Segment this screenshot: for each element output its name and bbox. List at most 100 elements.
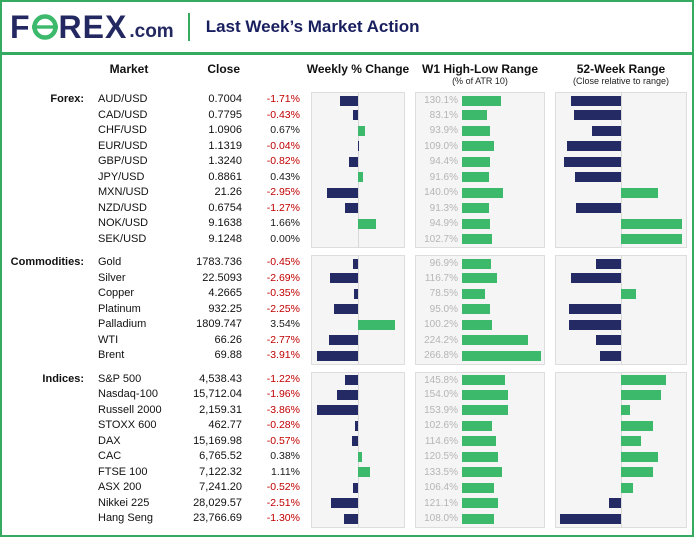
w1-range-track	[462, 319, 541, 330]
weekly-change-chart-cell	[306, 154, 410, 170]
weekly-change-bar	[358, 125, 366, 136]
range52-chart-cell	[550, 286, 692, 302]
w1-range-panel: 91.3%	[415, 200, 545, 216]
range52-panel	[555, 138, 687, 154]
zero-axis-line	[358, 301, 359, 317]
weekly-change-panel	[311, 387, 405, 403]
weekly-change-panel	[311, 231, 405, 248]
weekly-change-value: -1.22%	[266, 372, 300, 385]
range52-panel	[555, 169, 687, 185]
w1-range-panel: 145.8%	[415, 371, 545, 388]
weekly-change-bar	[331, 498, 358, 509]
group-label	[2, 465, 90, 481]
group-label	[2, 348, 90, 365]
w1-range-bar	[462, 203, 490, 214]
w1-range-bar	[462, 218, 491, 229]
w1-range-bar	[462, 467, 502, 478]
w1-range-panel: 153.9%	[415, 402, 545, 418]
w1-range-track	[462, 350, 541, 361]
w1-range-bar	[462, 350, 541, 361]
w1-range-track	[462, 125, 541, 136]
w1-range-value: 100.2%	[424, 319, 458, 330]
zero-axis-line	[358, 402, 359, 418]
range52-chart-cell	[550, 216, 692, 232]
w1-range-chart-cell: 224.2%	[410, 332, 550, 348]
table-row: Copper 4.2665 -0.35% 78.5%	[2, 286, 692, 302]
w1-range-chart-cell: 114.6%	[410, 433, 550, 449]
range52-bar	[567, 141, 621, 152]
col-header-52-week-range-subtitle: (Close relative to range)	[572, 76, 670, 86]
group-label	[2, 496, 90, 512]
market-name: NOK/USD	[98, 217, 149, 229]
close-value: 9.1248	[208, 232, 242, 245]
w1-range-bar	[462, 273, 497, 284]
range52-panel	[555, 449, 687, 465]
w1-range-value: 224.2%	[424, 334, 458, 346]
forex-com-logo: F REX .com	[10, 11, 174, 43]
close-value: 15,169.98	[193, 434, 242, 447]
close-value: 7,122.32	[199, 465, 242, 478]
zero-axis-line	[358, 495, 359, 511]
w1-range-value: 102.7%	[424, 233, 458, 245]
weekly-change-panel	[311, 154, 405, 170]
zero-axis-line	[358, 387, 359, 403]
range52-midpoint-axis	[621, 107, 622, 123]
weekly-change-value: 3.54%	[270, 318, 300, 330]
close-value: 23,766.69	[193, 512, 242, 524]
w1-range-chart-cell: 102.6%	[410, 418, 550, 434]
market-name: DAX	[98, 434, 121, 447]
range52-panel	[555, 464, 687, 480]
group-label	[2, 403, 90, 419]
range52-panel	[555, 301, 687, 317]
weekly-change-value: -0.28%	[266, 419, 300, 431]
w1-range-panel: 108.0%	[415, 511, 545, 528]
weekly-change-chart-cell	[306, 348, 410, 365]
weekly-change-bar	[344, 513, 358, 524]
zero-axis-line	[358, 256, 359, 272]
w1-range-chart-cell: 96.9%	[410, 255, 550, 272]
w1-range-value: 153.9%	[424, 404, 458, 416]
range52-bar	[592, 125, 621, 136]
col-header-w1-range-label: W1 High-Low Range	[422, 62, 538, 76]
group-label: Forex:	[50, 93, 84, 105]
weekly-change-bar	[328, 335, 358, 346]
weekly-change-value: 0.67%	[270, 124, 300, 136]
close-value: 932.25	[208, 302, 242, 315]
range52-chart-cell	[550, 317, 692, 333]
w1-range-panel: 91.6%	[415, 169, 545, 185]
w1-range-value: 96.9%	[429, 258, 458, 269]
market-group: Commodities: Gold 1783.736 -0.45% 96.9%	[2, 255, 692, 365]
range52-bar	[571, 95, 621, 106]
group-label	[2, 154, 90, 170]
range52-bar	[559, 513, 621, 524]
w1-range-bar	[462, 498, 498, 509]
w1-range-track	[462, 436, 541, 447]
weekly-change-bar	[337, 389, 358, 400]
w1-range-chart-cell: 120.5%	[410, 449, 550, 465]
zero-axis-line	[358, 372, 359, 388]
w1-range-bar	[462, 288, 486, 299]
range52-panel	[555, 332, 687, 348]
w1-range-value: 266.8%	[424, 350, 458, 361]
w1-range-panel: 83.1%	[415, 107, 545, 123]
range52-bar	[621, 389, 661, 400]
range52-chart-cell	[550, 371, 692, 388]
w1-range-track	[462, 172, 541, 183]
range52-bar	[571, 273, 621, 284]
range52-midpoint-axis	[621, 138, 622, 154]
w1-range-value: 120.5%	[424, 451, 458, 462]
w1-range-track	[462, 187, 541, 198]
weekly-change-chart-cell	[306, 495, 410, 511]
range52-midpoint-axis	[621, 332, 622, 348]
table-row: NOK/USD 9.1638 1.66% 94.9%	[2, 216, 692, 232]
range52-bar	[621, 467, 654, 478]
table-row: Commodities: Gold 1783.736 -0.45% 96.9%	[2, 255, 692, 272]
weekly-change-value: -2.77%	[266, 333, 300, 346]
weekly-change-value: -2.25%	[266, 302, 300, 315]
w1-range-chart-cell: 94.9%	[410, 216, 550, 232]
range52-midpoint-axis	[621, 348, 622, 364]
range52-chart-cell	[550, 480, 692, 496]
w1-range-chart-cell: 116.7%	[410, 270, 550, 286]
zero-axis-line	[358, 433, 359, 449]
market-group: Forex: AUD/USD 0.7004 -1.71% 130.1%	[2, 92, 692, 248]
